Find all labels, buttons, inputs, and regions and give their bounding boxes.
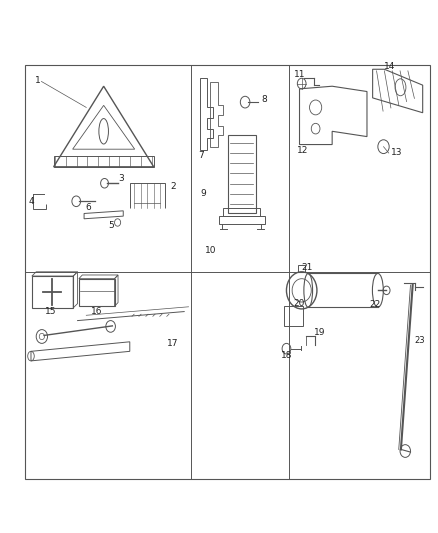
Bar xyxy=(228,135,256,214)
Text: 6: 6 xyxy=(85,203,91,212)
Text: 21: 21 xyxy=(302,263,313,272)
Bar xyxy=(32,276,73,308)
Bar xyxy=(284,306,303,326)
Text: 4: 4 xyxy=(28,197,34,206)
Bar xyxy=(223,208,260,216)
Text: 9: 9 xyxy=(201,189,206,198)
Text: 14: 14 xyxy=(384,62,395,70)
Text: 17: 17 xyxy=(167,339,178,348)
Text: 13: 13 xyxy=(391,148,403,157)
Text: 11: 11 xyxy=(294,70,306,79)
Text: 1: 1 xyxy=(35,76,41,85)
Text: 12: 12 xyxy=(297,147,309,156)
Text: 3: 3 xyxy=(118,174,124,183)
Text: 20: 20 xyxy=(294,299,305,308)
Bar xyxy=(53,156,154,167)
Text: 2: 2 xyxy=(170,182,176,191)
Text: 22: 22 xyxy=(369,300,380,309)
Text: 18: 18 xyxy=(281,351,293,360)
Bar xyxy=(79,279,115,306)
Text: 10: 10 xyxy=(205,246,216,255)
Text: 5: 5 xyxy=(108,221,114,230)
Text: 8: 8 xyxy=(261,95,268,104)
Text: 19: 19 xyxy=(314,328,325,337)
Text: 23: 23 xyxy=(415,336,425,345)
Bar xyxy=(298,265,305,272)
Text: 16: 16 xyxy=(91,307,102,316)
Text: 7: 7 xyxy=(198,151,204,160)
Bar xyxy=(25,65,430,479)
Bar xyxy=(219,216,265,224)
Text: 15: 15 xyxy=(45,307,57,316)
